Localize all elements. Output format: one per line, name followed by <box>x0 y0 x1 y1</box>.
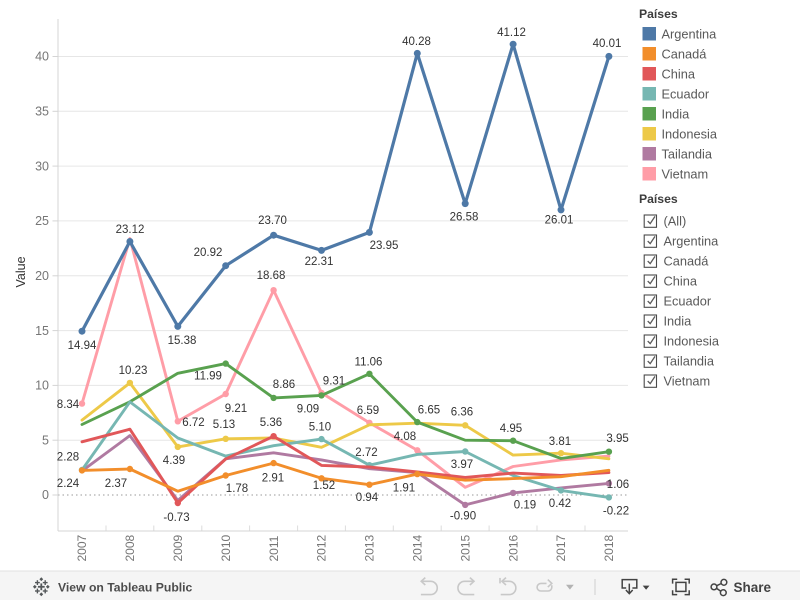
svg-text:3.97: 3.97 <box>451 459 473 471</box>
svg-text:6.72: 6.72 <box>182 417 204 429</box>
svg-text:Tailandia: Tailandia <box>662 146 713 161</box>
svg-text:India: India <box>664 314 693 329</box>
svg-text:6.59: 6.59 <box>357 405 379 417</box>
svg-text:4.39: 4.39 <box>163 455 185 467</box>
svg-text:30: 30 <box>35 159 49 173</box>
svg-text:40.28: 40.28 <box>402 36 431 48</box>
svg-text:-0.90: -0.90 <box>450 511 476 523</box>
svg-text:3.81: 3.81 <box>549 436 571 448</box>
svg-text:2017: 2017 <box>554 534 568 561</box>
svg-text:2.28: 2.28 <box>57 452 79 464</box>
svg-text:4.95: 4.95 <box>500 423 522 435</box>
svg-text:China: China <box>664 274 698 289</box>
svg-text:2012: 2012 <box>315 534 329 561</box>
svg-text:0.42: 0.42 <box>549 498 571 510</box>
svg-text:-0.73: -0.73 <box>163 512 189 524</box>
svg-text:5.13: 5.13 <box>213 419 235 431</box>
svg-text:Ecuador: Ecuador <box>662 86 710 101</box>
svg-text:1.06: 1.06 <box>607 479 629 491</box>
svg-text:0.94: 0.94 <box>356 492 379 504</box>
svg-text:6.36: 6.36 <box>451 407 473 419</box>
svg-text:8.86: 8.86 <box>273 379 295 391</box>
svg-text:23.95: 23.95 <box>370 240 399 252</box>
svg-text:9.21: 9.21 <box>225 403 247 415</box>
svg-text:3.95: 3.95 <box>606 433 628 445</box>
svg-text:2009: 2009 <box>171 534 185 561</box>
svg-text:26.01: 26.01 <box>545 215 574 227</box>
svg-text:5.10: 5.10 <box>309 422 331 434</box>
svg-text:2016: 2016 <box>506 534 520 561</box>
svg-text:Share: Share <box>734 580 772 595</box>
svg-text:Tailandia: Tailandia <box>664 354 715 369</box>
svg-text:Indonesia: Indonesia <box>664 334 720 349</box>
svg-text:Argentina: Argentina <box>664 234 720 249</box>
svg-text:-0.22: -0.22 <box>603 506 629 518</box>
svg-text:2011: 2011 <box>267 535 281 561</box>
svg-text:9.31: 9.31 <box>323 376 345 388</box>
svg-text:Países: Países <box>639 7 678 21</box>
svg-text:2014: 2014 <box>411 534 425 561</box>
svg-text:Argentina: Argentina <box>662 26 718 41</box>
svg-text:0.19: 0.19 <box>514 500 536 512</box>
svg-text:2.72: 2.72 <box>355 447 377 459</box>
svg-text:4.08: 4.08 <box>394 431 416 443</box>
svg-text:1.91: 1.91 <box>393 483 415 495</box>
svg-text:26.58: 26.58 <box>450 212 479 224</box>
svg-text:1.78: 1.78 <box>226 483 248 495</box>
svg-text:Value: Value <box>14 256 28 287</box>
svg-text:6.65: 6.65 <box>418 405 440 417</box>
svg-text:40: 40 <box>35 50 49 64</box>
svg-text:15: 15 <box>35 324 49 338</box>
svg-text:Vietnam: Vietnam <box>664 374 711 389</box>
svg-text:10.23: 10.23 <box>119 365 148 377</box>
svg-text:10: 10 <box>35 379 49 393</box>
svg-text:Indonesia: Indonesia <box>662 126 718 141</box>
svg-text:2015: 2015 <box>458 534 472 561</box>
svg-text:23.12: 23.12 <box>116 224 145 236</box>
svg-text:Vietnam: Vietnam <box>662 166 709 181</box>
svg-text:Canadá: Canadá <box>662 46 708 61</box>
svg-text:2007: 2007 <box>75 534 89 561</box>
svg-text:2013: 2013 <box>363 534 377 561</box>
svg-text:8.34: 8.34 <box>57 399 80 411</box>
svg-text:11.06: 11.06 <box>355 357 383 369</box>
svg-text:China: China <box>662 66 696 81</box>
svg-text:2.91: 2.91 <box>262 473 284 485</box>
svg-text:11.99: 11.99 <box>194 371 222 383</box>
svg-text:2010: 2010 <box>219 534 233 561</box>
svg-text:20: 20 <box>35 269 49 283</box>
svg-text:25: 25 <box>35 214 49 228</box>
svg-text:1.52: 1.52 <box>313 480 335 492</box>
svg-text:2.37: 2.37 <box>105 478 127 490</box>
svg-text:2008: 2008 <box>123 534 137 561</box>
svg-text:View on Tableau Public: View on Tableau Public <box>58 581 193 595</box>
svg-text:0: 0 <box>42 488 49 502</box>
svg-text:40.01: 40.01 <box>593 38 622 50</box>
svg-text:India: India <box>662 106 691 121</box>
svg-text:15.38: 15.38 <box>168 335 197 347</box>
svg-text:9.09: 9.09 <box>297 403 319 415</box>
svg-text:23.70: 23.70 <box>258 215 287 227</box>
svg-text:41.12: 41.12 <box>497 27 526 39</box>
svg-text:Países: Países <box>639 192 678 206</box>
svg-text:2.24: 2.24 <box>57 478 80 490</box>
svg-text:5.36: 5.36 <box>260 417 282 429</box>
svg-text:Ecuador: Ecuador <box>664 294 712 309</box>
svg-text:2018: 2018 <box>602 534 616 561</box>
svg-text:Canadá: Canadá <box>664 254 710 269</box>
svg-text:22.31: 22.31 <box>305 256 334 268</box>
svg-text:5: 5 <box>42 433 49 447</box>
svg-text:14.94: 14.94 <box>68 340 97 352</box>
svg-text:18.68: 18.68 <box>257 270 286 282</box>
svg-text:(All): (All) <box>664 214 687 229</box>
svg-text:20.92: 20.92 <box>194 247 223 259</box>
svg-text:35: 35 <box>35 105 49 119</box>
